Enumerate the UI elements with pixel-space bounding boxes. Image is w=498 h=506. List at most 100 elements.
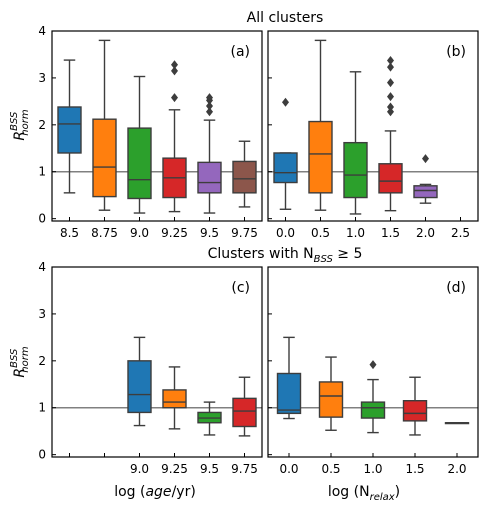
box-1.0 (360, 360, 386, 434)
x-tick-label: 2.0 (416, 226, 435, 240)
y-tick-label: 4 (38, 260, 46, 274)
x-tick-label: 1.0 (346, 226, 365, 240)
box-body (378, 163, 403, 194)
panel-label: (a) (230, 44, 250, 60)
panel-label: (d) (446, 280, 466, 296)
box-body (232, 397, 257, 428)
ylabel-sup: BSS (9, 348, 20, 368)
box-9.0 (127, 75, 152, 214)
panel-b: 0.0 0.5 1.0 1.5 2.0 2.5 (b) (267, 30, 479, 240)
box-9.75 (232, 140, 257, 208)
box-1.0 (343, 71, 368, 215)
x-tick-label: 9.75 (231, 462, 258, 476)
svg-text:RBSSnorm: RBSSnorm (9, 346, 31, 378)
box-body (308, 120, 333, 194)
ylabel-sub: norm (20, 109, 31, 136)
y-tick-label: 1 (38, 165, 46, 179)
x-tick-label: 9.5 (200, 462, 219, 476)
outlier-point (206, 107, 213, 117)
box-body (92, 118, 117, 198)
x-tick-label: 9.25 (161, 226, 188, 240)
outlier-point (369, 360, 377, 370)
bottom-title-sub: BSS (314, 254, 334, 265)
outlier-point (387, 56, 394, 66)
panel-frame (51, 266, 263, 458)
panel-frame (51, 30, 263, 222)
top-title: All clusters (247, 10, 324, 26)
box-1.5 (402, 376, 428, 436)
ylabel-main: R (12, 368, 28, 378)
ylabel-sub: norm (20, 346, 31, 373)
x-tick-label: 0.0 (276, 226, 295, 240)
x-tick-label: 0.0 (279, 462, 298, 476)
outlier-point (387, 102, 394, 112)
outlier-point (171, 93, 178, 103)
x-tick-label: 8.75 (91, 226, 118, 240)
box-body (57, 106, 82, 154)
panel-label: (b) (446, 44, 466, 60)
y-tick-label: 3 (38, 307, 46, 321)
box-2.0 (444, 422, 470, 425)
box-9.5 (197, 93, 222, 214)
y-tick-label: 0 (38, 448, 46, 462)
box-body (273, 152, 298, 184)
box-body (127, 127, 152, 200)
box-8.75 (92, 39, 117, 211)
bottom-title-suffix: ≥ 5 (333, 246, 363, 262)
svg-text:RBSSnorm: RBSSnorm (9, 109, 31, 141)
outlier-point (171, 66, 178, 76)
y-tick-label: 3 (38, 71, 46, 85)
outlier-point (387, 92, 394, 102)
box-body (318, 381, 344, 418)
panel-frame (267, 30, 479, 222)
y-tick-label: 2 (38, 354, 46, 368)
box-body (127, 360, 152, 414)
panel-a: 0 1 2 3 4 8.5 8.75 9.0 9.25 9.5 9.75 (a) (38, 24, 263, 240)
outlier-point (387, 62, 394, 72)
y-tick-label: 4 (38, 24, 46, 38)
ylabel-main: R (12, 131, 28, 141)
box-9.25 (162, 60, 187, 213)
box-0.5 (308, 39, 333, 211)
box-0.0 (273, 97, 298, 210)
y-tick-label: 2 (38, 118, 46, 132)
x-tick-label: 9.0 (130, 226, 149, 240)
panel-label: (c) (231, 280, 250, 296)
y-axis-label-top: RBSSnorm (9, 109, 31, 141)
outlier-point (387, 78, 394, 88)
box-body (197, 161, 222, 194)
bottom-title: Clusters with NBSS ≥ 5 (208, 246, 363, 265)
outlier-point (387, 107, 394, 117)
outlier-point (282, 97, 289, 107)
panel-d: 0.0 0.5 1.0 1.5 2.0 (d) (267, 266, 479, 476)
x-tick-label: 2.0 (447, 462, 466, 476)
box-8.5 (57, 59, 82, 194)
x-tick-label: 1.5 (405, 462, 424, 476)
box-9.0 (127, 336, 152, 427)
box-9.75 (232, 376, 257, 437)
bottom-title-prefix: Clusters with N (208, 246, 314, 262)
x-tick-label: 9.75 (231, 226, 258, 240)
box-0.5 (318, 356, 344, 431)
outlier-point (206, 93, 213, 103)
outlier-point (422, 154, 429, 164)
box-2.0 (413, 154, 438, 204)
y-tick-label: 1 (38, 401, 46, 415)
box-0.0 (276, 336, 302, 420)
x-tick-label: 9.25 (161, 462, 188, 476)
box-body (413, 185, 438, 199)
xlabel-c: log (age/yr) (114, 484, 196, 500)
x-tick-label: 2.5 (451, 226, 470, 240)
box-9.5 (197, 401, 222, 436)
box-1.5 (378, 56, 403, 212)
outlier-point (171, 60, 178, 70)
x-tick-label: 1.0 (363, 462, 382, 476)
x-tick-label: 9.5 (200, 226, 219, 240)
box-9.25 (162, 366, 187, 430)
ylabel-sup: BSS (9, 111, 20, 131)
box-body (360, 401, 386, 419)
y-tick-label: 0 (38, 212, 46, 226)
box-body (162, 389, 187, 409)
outlier-point (206, 101, 213, 111)
